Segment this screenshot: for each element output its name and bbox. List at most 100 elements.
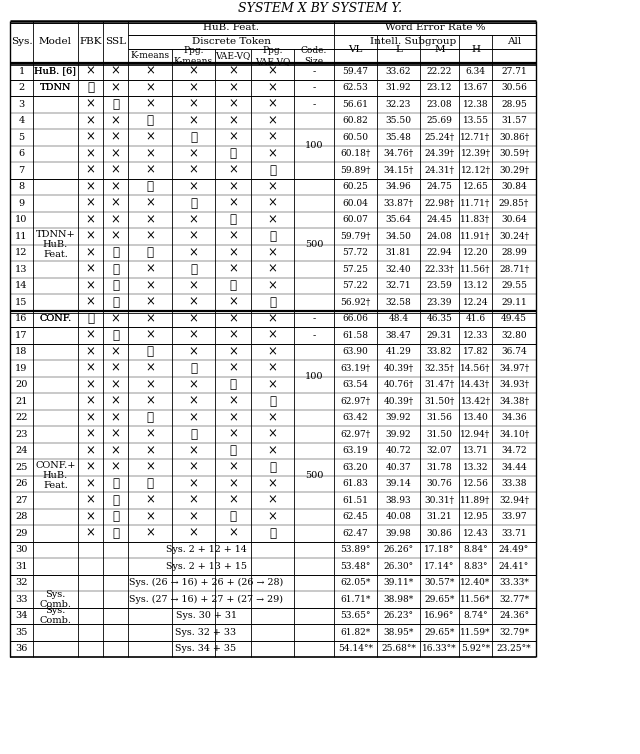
Text: ×: × <box>111 197 120 210</box>
Text: 8: 8 <box>19 182 24 192</box>
Text: ✓: ✓ <box>87 81 94 94</box>
Text: 32.79*: 32.79* <box>499 628 529 636</box>
Text: Sys. 34 + 35: Sys. 34 + 35 <box>175 644 237 653</box>
Text: ×: × <box>86 428 95 441</box>
Text: ×: × <box>86 130 95 144</box>
Text: ×: × <box>268 81 277 94</box>
Text: 16.33°*: 16.33°* <box>422 644 457 653</box>
Text: ×: × <box>189 147 198 161</box>
Text: 11.59*: 11.59* <box>460 628 491 636</box>
Text: 32.23: 32.23 <box>386 100 411 109</box>
Text: 53.89°: 53.89° <box>340 545 371 554</box>
Text: Sys. (26 → 16) + 26 + (26 → 28): Sys. (26 → 16) + 26 + (26 → 28) <box>129 578 283 587</box>
Text: 32.58: 32.58 <box>386 298 412 307</box>
Text: ×: × <box>145 329 155 342</box>
Text: ✓: ✓ <box>112 262 119 276</box>
Text: ×: × <box>228 329 238 342</box>
Text: 59.89†: 59.89† <box>340 166 371 175</box>
Text: ×: × <box>86 65 95 78</box>
Text: 34.10†: 34.10† <box>499 430 529 439</box>
Text: ×: × <box>86 444 95 457</box>
Text: 12.38: 12.38 <box>463 100 488 109</box>
Text: ×: × <box>268 262 277 276</box>
Text: ×: × <box>228 296 238 308</box>
Text: ×: × <box>228 262 238 276</box>
Text: 11.71†: 11.71† <box>460 199 491 208</box>
Text: 56.92†: 56.92† <box>340 298 371 307</box>
Text: 60.50: 60.50 <box>342 133 369 142</box>
Text: ×: × <box>228 81 238 94</box>
Text: ×: × <box>86 197 95 210</box>
Text: ×: × <box>189 164 198 176</box>
Text: 24.45: 24.45 <box>427 215 452 224</box>
Text: ×: × <box>111 65 120 78</box>
Text: 34.38†: 34.38† <box>499 397 529 406</box>
Text: 17.18°: 17.18° <box>424 545 454 554</box>
Text: Word Error Rate %: Word Error Rate % <box>385 23 485 32</box>
Text: ✓: ✓ <box>230 279 237 293</box>
Text: 23.12: 23.12 <box>427 83 452 92</box>
Text: ×: × <box>86 379 95 391</box>
Text: 31.81: 31.81 <box>386 248 412 257</box>
Text: 63.54: 63.54 <box>342 380 369 389</box>
Text: ×: × <box>86 345 95 358</box>
Text: 34: 34 <box>15 611 28 621</box>
Text: ×: × <box>268 279 277 293</box>
Text: ×: × <box>189 411 198 425</box>
Text: 28.95: 28.95 <box>501 100 527 109</box>
Text: 61.82*: 61.82* <box>340 628 371 636</box>
Text: 12.94†: 12.94† <box>460 430 491 439</box>
Text: 13.32: 13.32 <box>463 463 488 472</box>
Text: 16.96°: 16.96° <box>424 611 454 621</box>
Text: 32.80: 32.80 <box>501 331 527 340</box>
Text: 26.30°: 26.30° <box>383 562 413 571</box>
Text: ✓: ✓ <box>269 164 276 176</box>
Text: 24.36°: 24.36° <box>499 611 529 621</box>
Text: ✓: ✓ <box>190 362 197 375</box>
Text: 39.98: 39.98 <box>386 529 412 538</box>
Text: ×: × <box>228 230 238 243</box>
Text: ✓: ✓ <box>230 379 237 391</box>
Text: 57.72: 57.72 <box>342 248 369 257</box>
Text: 34.72: 34.72 <box>501 446 527 455</box>
Text: VAE-VQ: VAE-VQ <box>215 51 251 60</box>
Text: SYSTEM X BY SYSTEM Y.: SYSTEM X BY SYSTEM Y. <box>238 2 402 16</box>
Text: 18: 18 <box>15 348 28 356</box>
Text: 61.58: 61.58 <box>342 331 369 340</box>
Text: ×: × <box>268 312 277 325</box>
Text: ×: × <box>145 379 155 391</box>
Text: 16: 16 <box>15 314 28 323</box>
Text: 57.25: 57.25 <box>342 265 369 274</box>
Text: 23.08: 23.08 <box>427 100 452 109</box>
Text: ✓: ✓ <box>230 444 237 457</box>
Text: HuB. [6]: HuB. [6] <box>35 67 77 75</box>
Text: ×: × <box>189 329 198 342</box>
Text: ×: × <box>268 197 277 210</box>
Text: ×: × <box>111 461 120 474</box>
Text: ✓: ✓ <box>147 247 154 259</box>
Text: 61.83: 61.83 <box>342 480 369 489</box>
Text: -: - <box>312 314 316 323</box>
Text: ✓: ✓ <box>269 230 276 243</box>
Text: ✓: ✓ <box>87 312 94 325</box>
Text: 26: 26 <box>15 480 28 489</box>
Text: ✓: ✓ <box>190 262 197 276</box>
Text: ×: × <box>189 247 198 259</box>
Text: 12: 12 <box>15 248 28 257</box>
Text: ×: × <box>145 98 155 111</box>
Text: 63.42: 63.42 <box>342 413 368 422</box>
Text: H: H <box>471 44 480 54</box>
Text: 46.35: 46.35 <box>427 314 452 323</box>
Text: ×: × <box>111 213 120 226</box>
Text: 53.65°: 53.65° <box>340 611 371 621</box>
Text: 40.39†: 40.39† <box>383 397 413 406</box>
Text: ✓: ✓ <box>112 494 119 507</box>
Text: 22.94: 22.94 <box>427 248 452 257</box>
Text: ×: × <box>86 279 95 293</box>
Text: 48.4: 48.4 <box>388 314 408 323</box>
Text: ×: × <box>268 362 277 375</box>
Text: SSL: SSL <box>105 38 126 47</box>
Text: 31.78: 31.78 <box>427 463 452 472</box>
Text: Sys.
Comb.: Sys. Comb. <box>40 590 72 609</box>
Text: ×: × <box>111 147 120 161</box>
